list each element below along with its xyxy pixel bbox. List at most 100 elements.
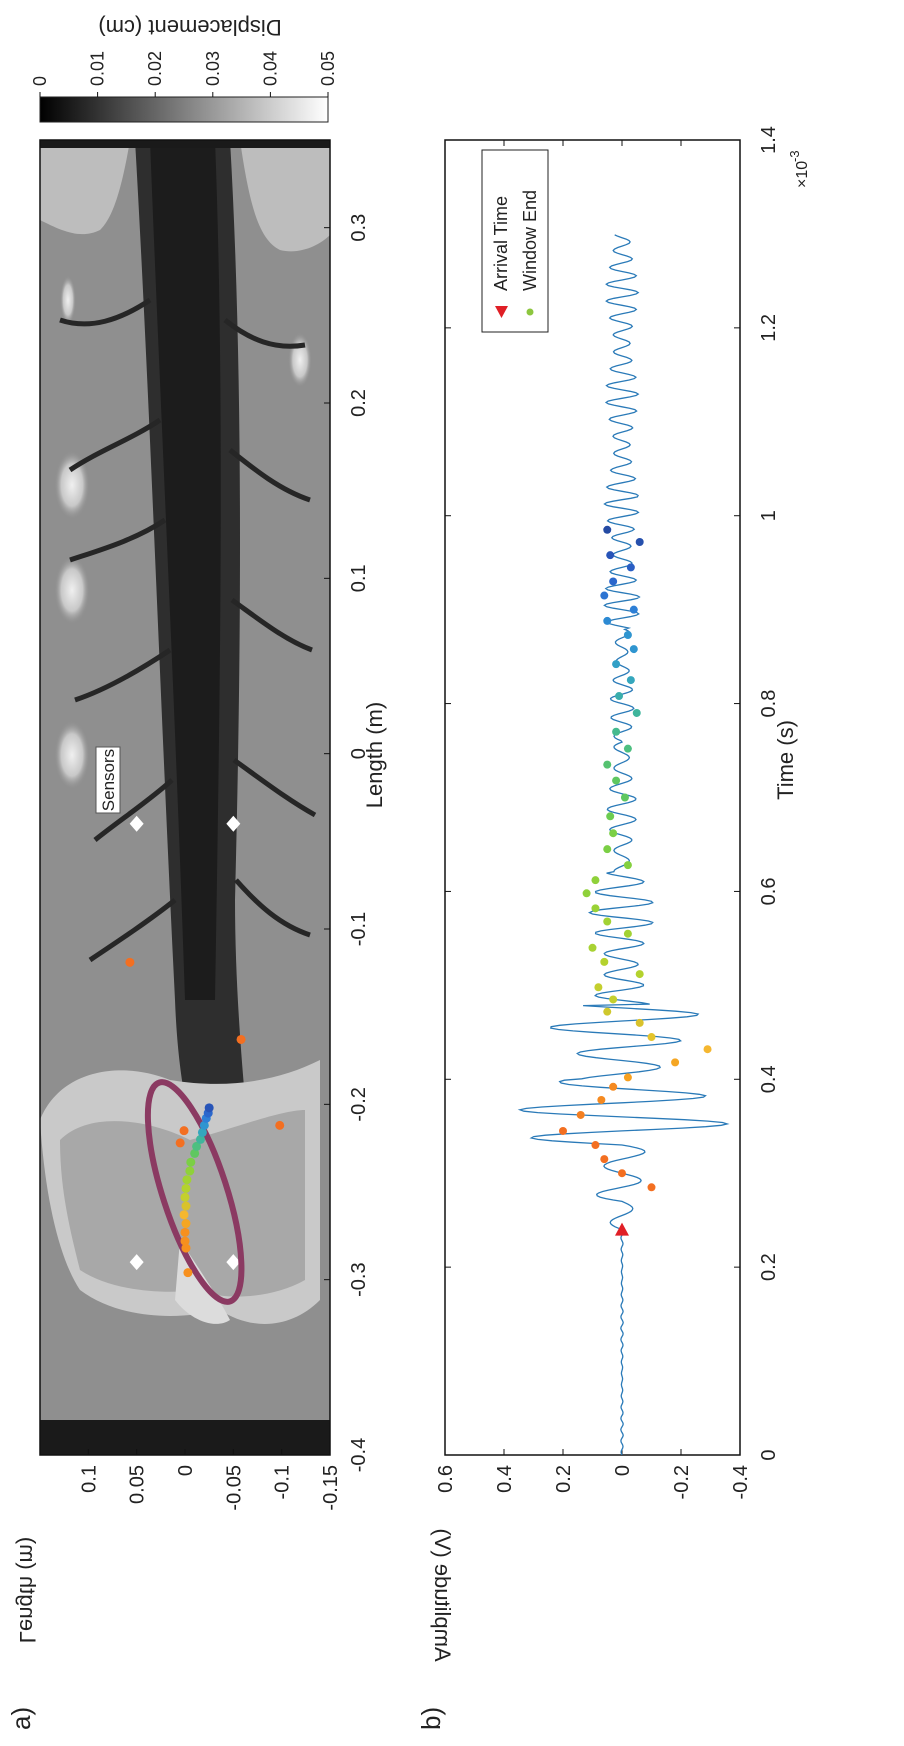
x-tick-label-a: -0.2 (348, 1087, 370, 1121)
sensor-diamond-icon (226, 1254, 241, 1271)
event-point (181, 1201, 191, 1211)
window-end-point (703, 1045, 712, 1054)
window-end-point (603, 845, 612, 854)
y-tick-label-a: -0.15 (320, 1465, 342, 1511)
svg-text:Sensors: Sensors (99, 749, 118, 811)
svg-text:×10: ×10 (794, 161, 811, 188)
legend-window-end-label: Window End (520, 190, 540, 291)
event-point (181, 1183, 191, 1193)
event-point (182, 1175, 192, 1185)
x-scale-factor: ×10 -3 (787, 150, 811, 188)
window-end-points (559, 525, 712, 1192)
window-end-point (591, 904, 600, 913)
window-end-point (623, 631, 632, 640)
legend: Arrival Time Window End (481, 149, 549, 333)
x-tick-label-a: -0.1 (348, 912, 370, 946)
x-tick-label-b: 0.2 (758, 1253, 780, 1281)
event-point (199, 1120, 209, 1130)
x-tick-label-a: 0.1 (348, 564, 370, 592)
legend-arrival-label: Arrival Time (491, 196, 511, 291)
window-end-point (629, 605, 638, 614)
window-end-point (635, 538, 644, 547)
svg-text:-3: -3 (787, 150, 802, 162)
panel-label-b: b) (416, 1707, 446, 1730)
x-ticks-b: 0 0.2 0.4 0.6 0.8 1 1.2 1.4 (445, 126, 780, 1461)
x-tick-label-b: 0.6 (758, 878, 780, 906)
y-tick-label-b: -0.2 (671, 1465, 693, 1499)
window-end-point (623, 744, 632, 753)
event-point (180, 1227, 190, 1237)
window-end-point (603, 525, 612, 534)
x-tick-label-b: 0 (758, 1449, 780, 1460)
window-end-point (603, 616, 612, 625)
window-end-point (609, 577, 618, 586)
window-end-point (623, 929, 632, 938)
event-point (180, 1236, 190, 1246)
event-point (125, 957, 135, 967)
window-end-point (647, 1033, 656, 1042)
y-tick-label-a: -0.05 (223, 1465, 245, 1511)
x-axis-label-b: Time (s) (773, 720, 798, 800)
event-point (185, 1166, 195, 1176)
x-tick-label-b: 0.8 (758, 690, 780, 718)
y-axis-label-b: Amplitude (V) (430, 1528, 455, 1661)
source-ellipse-outline (144, 1079, 245, 1305)
sensor-diamond-icon (129, 1254, 144, 1271)
window-end-point (600, 591, 609, 600)
event-point (183, 1268, 193, 1278)
arrival-time-marker (615, 1222, 629, 1236)
colorbar-tick-label: 0 (30, 76, 50, 86)
colorbar-tick-label: 0.02 (145, 51, 165, 86)
plot-frame-b (444, 139, 741, 1456)
window-end-point (635, 1018, 644, 1027)
colorbar-tick-label: 0.05 (318, 51, 338, 86)
panel-a: Sensors -0.4 -0.3 -0.2 -0.1 0 0.1 0.2 0.3 -0.15… (6, 15, 387, 1730)
window-end-point (612, 660, 621, 669)
event-point (186, 1157, 196, 1167)
event-point (195, 1134, 205, 1144)
window-end-point (626, 676, 635, 685)
window-end-point (582, 889, 591, 898)
window-end-point (588, 943, 597, 952)
x-tick-label-a: 0 (348, 748, 370, 759)
x-tick-label-b: 0.4 (758, 1065, 780, 1093)
window-end-point (603, 1007, 612, 1016)
window-end-point (623, 1073, 632, 1082)
y-tick-label-a: -0.1 (272, 1465, 294, 1499)
y-tick-label-a: 0.1 (78, 1465, 100, 1493)
colorbar-tick-label: 0.01 (88, 51, 108, 86)
window-end-point (612, 727, 621, 736)
panel-b: 00.20.40.60.811.21.4 -0.4-0.200.20.40.6 … (416, 126, 811, 1730)
x-tick-label-a: 0.2 (348, 389, 370, 417)
window-end-point (609, 995, 618, 1004)
colorbar-tick-label: 0.04 (260, 51, 280, 86)
y-tick-label-b: -0.4 (730, 1465, 752, 1499)
window-end-point (559, 1126, 567, 1135)
window-end-point (591, 1141, 600, 1150)
legend-triangle-icon (495, 306, 508, 318)
y-tick-label-b: 0 (612, 1465, 634, 1476)
x-tick-label-a: -0.3 (348, 1262, 370, 1296)
window-end-point (626, 563, 635, 572)
sensor-markers (129, 815, 241, 1271)
source-ellipse (144, 1079, 245, 1305)
event-point (204, 1103, 214, 1113)
event-point (197, 1127, 207, 1137)
window-end-point (600, 1155, 609, 1164)
sensor-diamond-icon (226, 815, 241, 832)
window-end-point (609, 829, 618, 838)
window-end-point (615, 692, 624, 701)
x-tick-label-b: 1 (758, 510, 780, 521)
waveform-line (517, 234, 730, 1455)
colorbar: 0 0.01 0.02 0.03 0.04 0.05 Displacement (cm) (30, 15, 338, 123)
event-points (125, 957, 285, 1278)
window-end-point (620, 793, 629, 802)
x-tick-label-a: 0.3 (348, 214, 370, 242)
sensor-diamond-icon (129, 815, 144, 832)
colorbar-tick-label: 0.03 (203, 51, 223, 86)
window-end-point (594, 983, 603, 992)
panel-label-a: a) (6, 1707, 36, 1730)
y-tick-label-a: 0 (175, 1465, 197, 1476)
x-tick-label-a: -0.4 (348, 1438, 370, 1472)
event-point (192, 1141, 202, 1151)
